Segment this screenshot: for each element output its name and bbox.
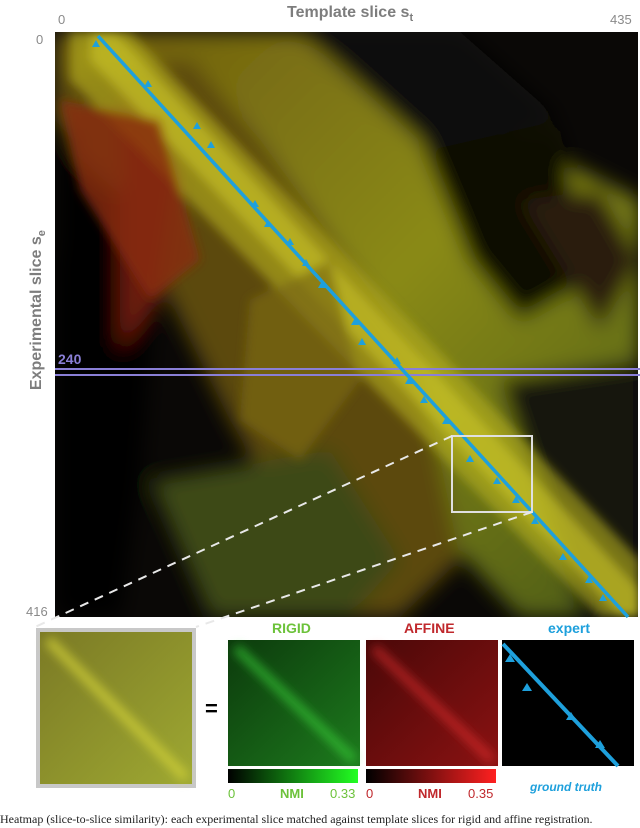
expert-diagonal-line xyxy=(96,34,630,619)
x-axis-title-sub: t xyxy=(409,12,414,25)
expert-title: expert xyxy=(548,620,591,636)
expert-marker xyxy=(599,594,607,601)
expert-panel-marker xyxy=(566,712,576,720)
expert-marker xyxy=(193,122,201,129)
expert-marker xyxy=(531,517,539,524)
expert-marker xyxy=(405,377,413,384)
expert-panel-marker xyxy=(505,654,515,662)
expert-marker xyxy=(466,455,474,462)
expert-marker xyxy=(358,338,366,345)
expert-marker xyxy=(559,553,567,560)
zoom-guide-bottom xyxy=(195,511,533,628)
rigid-nmi-max: 0.33 xyxy=(330,786,356,801)
zoom-region-box xyxy=(451,435,533,513)
expert-marker xyxy=(264,220,272,227)
x-axis-max-label: 435 xyxy=(610,12,632,27)
expert-panel-marker xyxy=(595,740,605,748)
ground-truth-label: ground truth xyxy=(530,780,602,794)
expert-marker xyxy=(420,396,428,403)
expert-marker xyxy=(512,496,520,503)
expert-marker xyxy=(351,318,359,325)
figure-caption: Heatmap (slice-to-slice similarity): eac… xyxy=(0,812,593,826)
expert-marker xyxy=(393,357,401,364)
expert-marker xyxy=(442,417,450,424)
expert-marker xyxy=(92,40,100,47)
affine-nmi-label: NMI xyxy=(418,786,442,801)
y-axis-min-label: 0 xyxy=(36,32,44,47)
x-axis-title-text: Template slice s xyxy=(287,4,410,21)
expert-marker xyxy=(286,238,294,245)
rigid-nmi-label: NMI xyxy=(280,786,304,801)
zoom-guide-top xyxy=(34,435,453,628)
slice-marker-label: 240 xyxy=(58,351,82,367)
affine-nmi-max: 0.35 xyxy=(468,786,494,801)
expert-panel-marker xyxy=(522,683,532,691)
affine-nmi-min: 0 xyxy=(366,786,374,801)
expert-marker xyxy=(318,281,326,288)
expert-marker xyxy=(207,141,215,148)
expert-marker xyxy=(144,80,152,87)
y-axis-max-label: 416 xyxy=(26,604,48,619)
affine-title: AFFINE xyxy=(404,620,455,636)
expert-panel xyxy=(502,640,634,766)
affine-colorbar xyxy=(366,769,496,783)
expert-marker xyxy=(251,200,259,207)
equals-sign: = xyxy=(205,696,218,721)
expert-marker xyxy=(585,576,593,583)
rigid-nmi-min: 0 xyxy=(228,786,236,801)
x-axis-title: Template slice st xyxy=(287,4,413,24)
heatmap-body xyxy=(55,32,638,617)
expert-marker xyxy=(493,477,501,484)
x-axis-min-label: 0 xyxy=(58,12,66,27)
expert-markers xyxy=(92,40,607,601)
expert-marker xyxy=(302,259,310,266)
rigid-title: RIGID xyxy=(272,620,311,636)
rigid-colorbar xyxy=(228,769,358,783)
